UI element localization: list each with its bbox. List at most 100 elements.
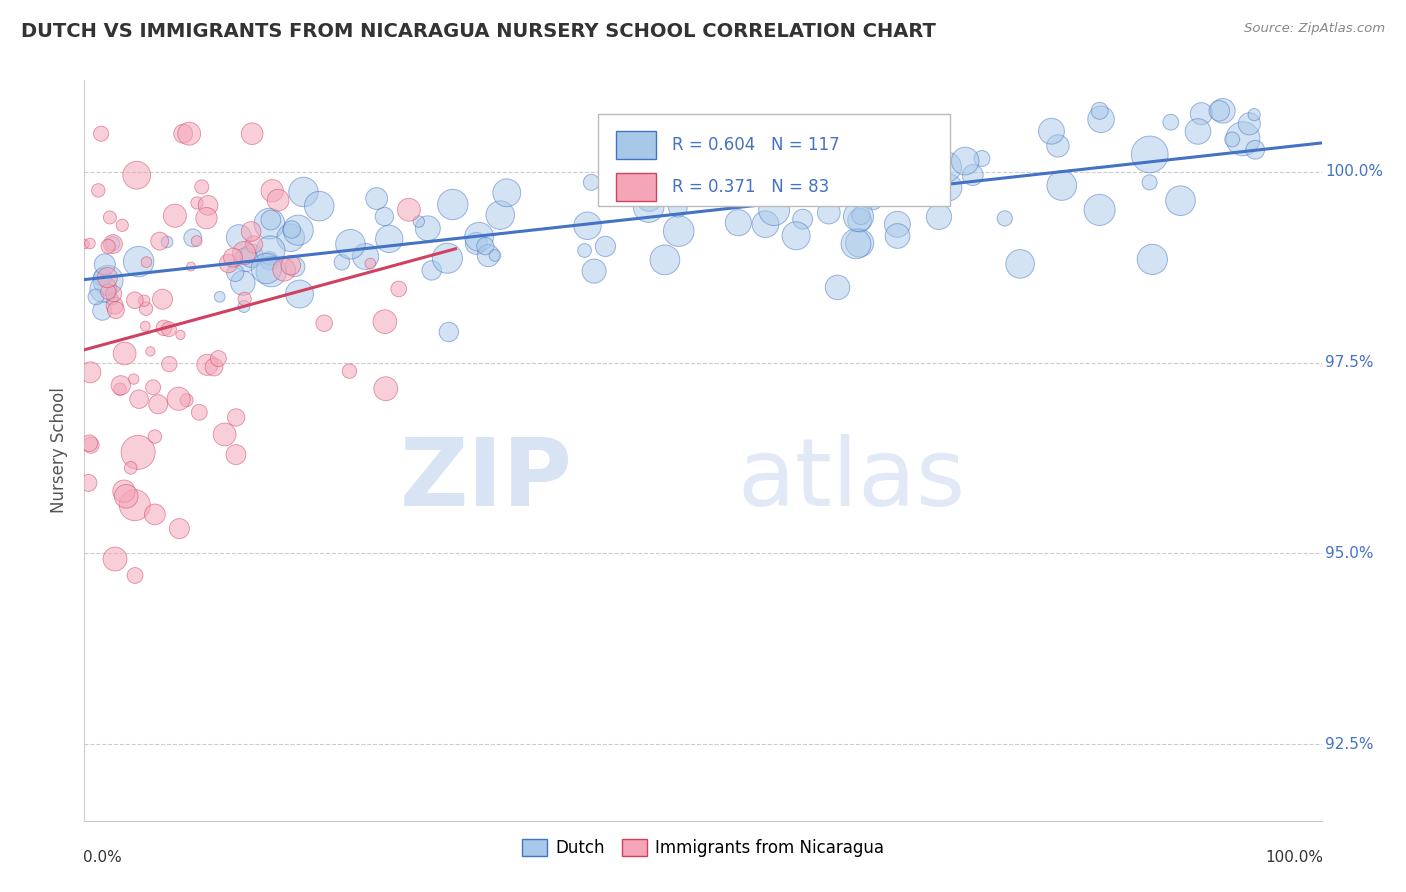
Point bbox=[638, 192, 661, 206]
Text: 0.0%: 0.0% bbox=[83, 850, 122, 865]
Point bbox=[188, 405, 211, 419]
Point bbox=[260, 213, 283, 227]
Point bbox=[110, 378, 132, 392]
Point bbox=[225, 410, 247, 425]
Point bbox=[886, 217, 908, 231]
Point bbox=[693, 179, 716, 194]
Point bbox=[785, 228, 807, 243]
Point bbox=[254, 261, 277, 276]
Point bbox=[862, 181, 884, 195]
Point bbox=[115, 489, 138, 503]
Point bbox=[849, 208, 872, 222]
Point bbox=[259, 253, 281, 268]
Point bbox=[191, 180, 214, 194]
Point bbox=[848, 235, 870, 250]
Point bbox=[1040, 124, 1063, 138]
Point bbox=[308, 199, 330, 213]
Point bbox=[848, 213, 870, 227]
Point bbox=[224, 266, 246, 280]
Point bbox=[408, 214, 430, 228]
Point bbox=[207, 351, 229, 366]
Point bbox=[1208, 103, 1230, 118]
Point bbox=[420, 263, 443, 277]
Point bbox=[576, 219, 599, 233]
Point bbox=[240, 225, 263, 239]
Point bbox=[202, 359, 225, 374]
Point bbox=[167, 392, 190, 406]
Point bbox=[330, 255, 353, 269]
Point bbox=[489, 208, 512, 222]
Point bbox=[1160, 115, 1182, 129]
Point bbox=[243, 237, 266, 252]
Point bbox=[887, 158, 910, 172]
Point bbox=[574, 244, 596, 258]
Point bbox=[103, 286, 125, 301]
Point bbox=[796, 191, 818, 205]
Point bbox=[104, 552, 127, 566]
Point bbox=[180, 260, 202, 274]
Point bbox=[125, 168, 148, 182]
Point bbox=[374, 382, 396, 396]
Point bbox=[94, 257, 117, 271]
Point bbox=[281, 222, 304, 236]
Point bbox=[181, 231, 204, 245]
Bar bbox=[616, 173, 657, 202]
Point bbox=[1244, 143, 1267, 157]
Point bbox=[235, 252, 257, 267]
Point bbox=[821, 189, 844, 203]
Point bbox=[79, 236, 101, 251]
Point bbox=[953, 154, 976, 169]
Point bbox=[195, 211, 218, 226]
Point bbox=[1050, 178, 1073, 193]
Point bbox=[87, 183, 110, 197]
Point bbox=[911, 176, 934, 190]
Point bbox=[240, 249, 263, 263]
Text: atlas: atlas bbox=[737, 434, 966, 526]
Point bbox=[666, 201, 689, 215]
Point bbox=[366, 192, 388, 206]
Point bbox=[97, 285, 120, 299]
Point bbox=[186, 234, 208, 248]
Point bbox=[79, 365, 101, 379]
FancyBboxPatch shape bbox=[598, 113, 950, 206]
Point bbox=[91, 303, 114, 318]
Point bbox=[583, 264, 606, 278]
Point bbox=[186, 196, 208, 211]
Point bbox=[124, 498, 146, 512]
Text: ZIP: ZIP bbox=[401, 434, 574, 526]
Point bbox=[80, 438, 103, 452]
Point bbox=[156, 235, 179, 249]
Point bbox=[104, 299, 127, 313]
Point bbox=[1189, 106, 1212, 120]
Point bbox=[143, 429, 166, 443]
Legend: Dutch, Immigrants from Nicaragua: Dutch, Immigrants from Nicaragua bbox=[516, 832, 890, 864]
Point bbox=[284, 260, 307, 274]
Point bbox=[169, 522, 191, 536]
Point bbox=[468, 229, 491, 244]
Point bbox=[938, 180, 960, 194]
Point bbox=[581, 175, 603, 189]
Point bbox=[1142, 252, 1164, 267]
Point bbox=[288, 287, 311, 301]
Point bbox=[84, 290, 107, 304]
Point bbox=[124, 568, 146, 582]
Point bbox=[292, 185, 315, 199]
Point bbox=[1139, 147, 1161, 161]
Point bbox=[233, 292, 256, 306]
Point bbox=[862, 194, 884, 208]
Point bbox=[1187, 124, 1209, 138]
Point bbox=[104, 303, 127, 318]
Point bbox=[97, 273, 120, 287]
Point bbox=[1232, 132, 1254, 146]
Point bbox=[169, 327, 191, 342]
Point bbox=[436, 252, 458, 266]
Point bbox=[437, 325, 460, 339]
Point bbox=[96, 270, 118, 285]
Point bbox=[101, 237, 124, 252]
Point bbox=[595, 239, 617, 253]
Point bbox=[101, 292, 124, 306]
Point bbox=[222, 251, 245, 265]
Text: 92.5%: 92.5% bbox=[1326, 737, 1374, 752]
Point bbox=[135, 255, 157, 269]
Point bbox=[287, 223, 309, 237]
